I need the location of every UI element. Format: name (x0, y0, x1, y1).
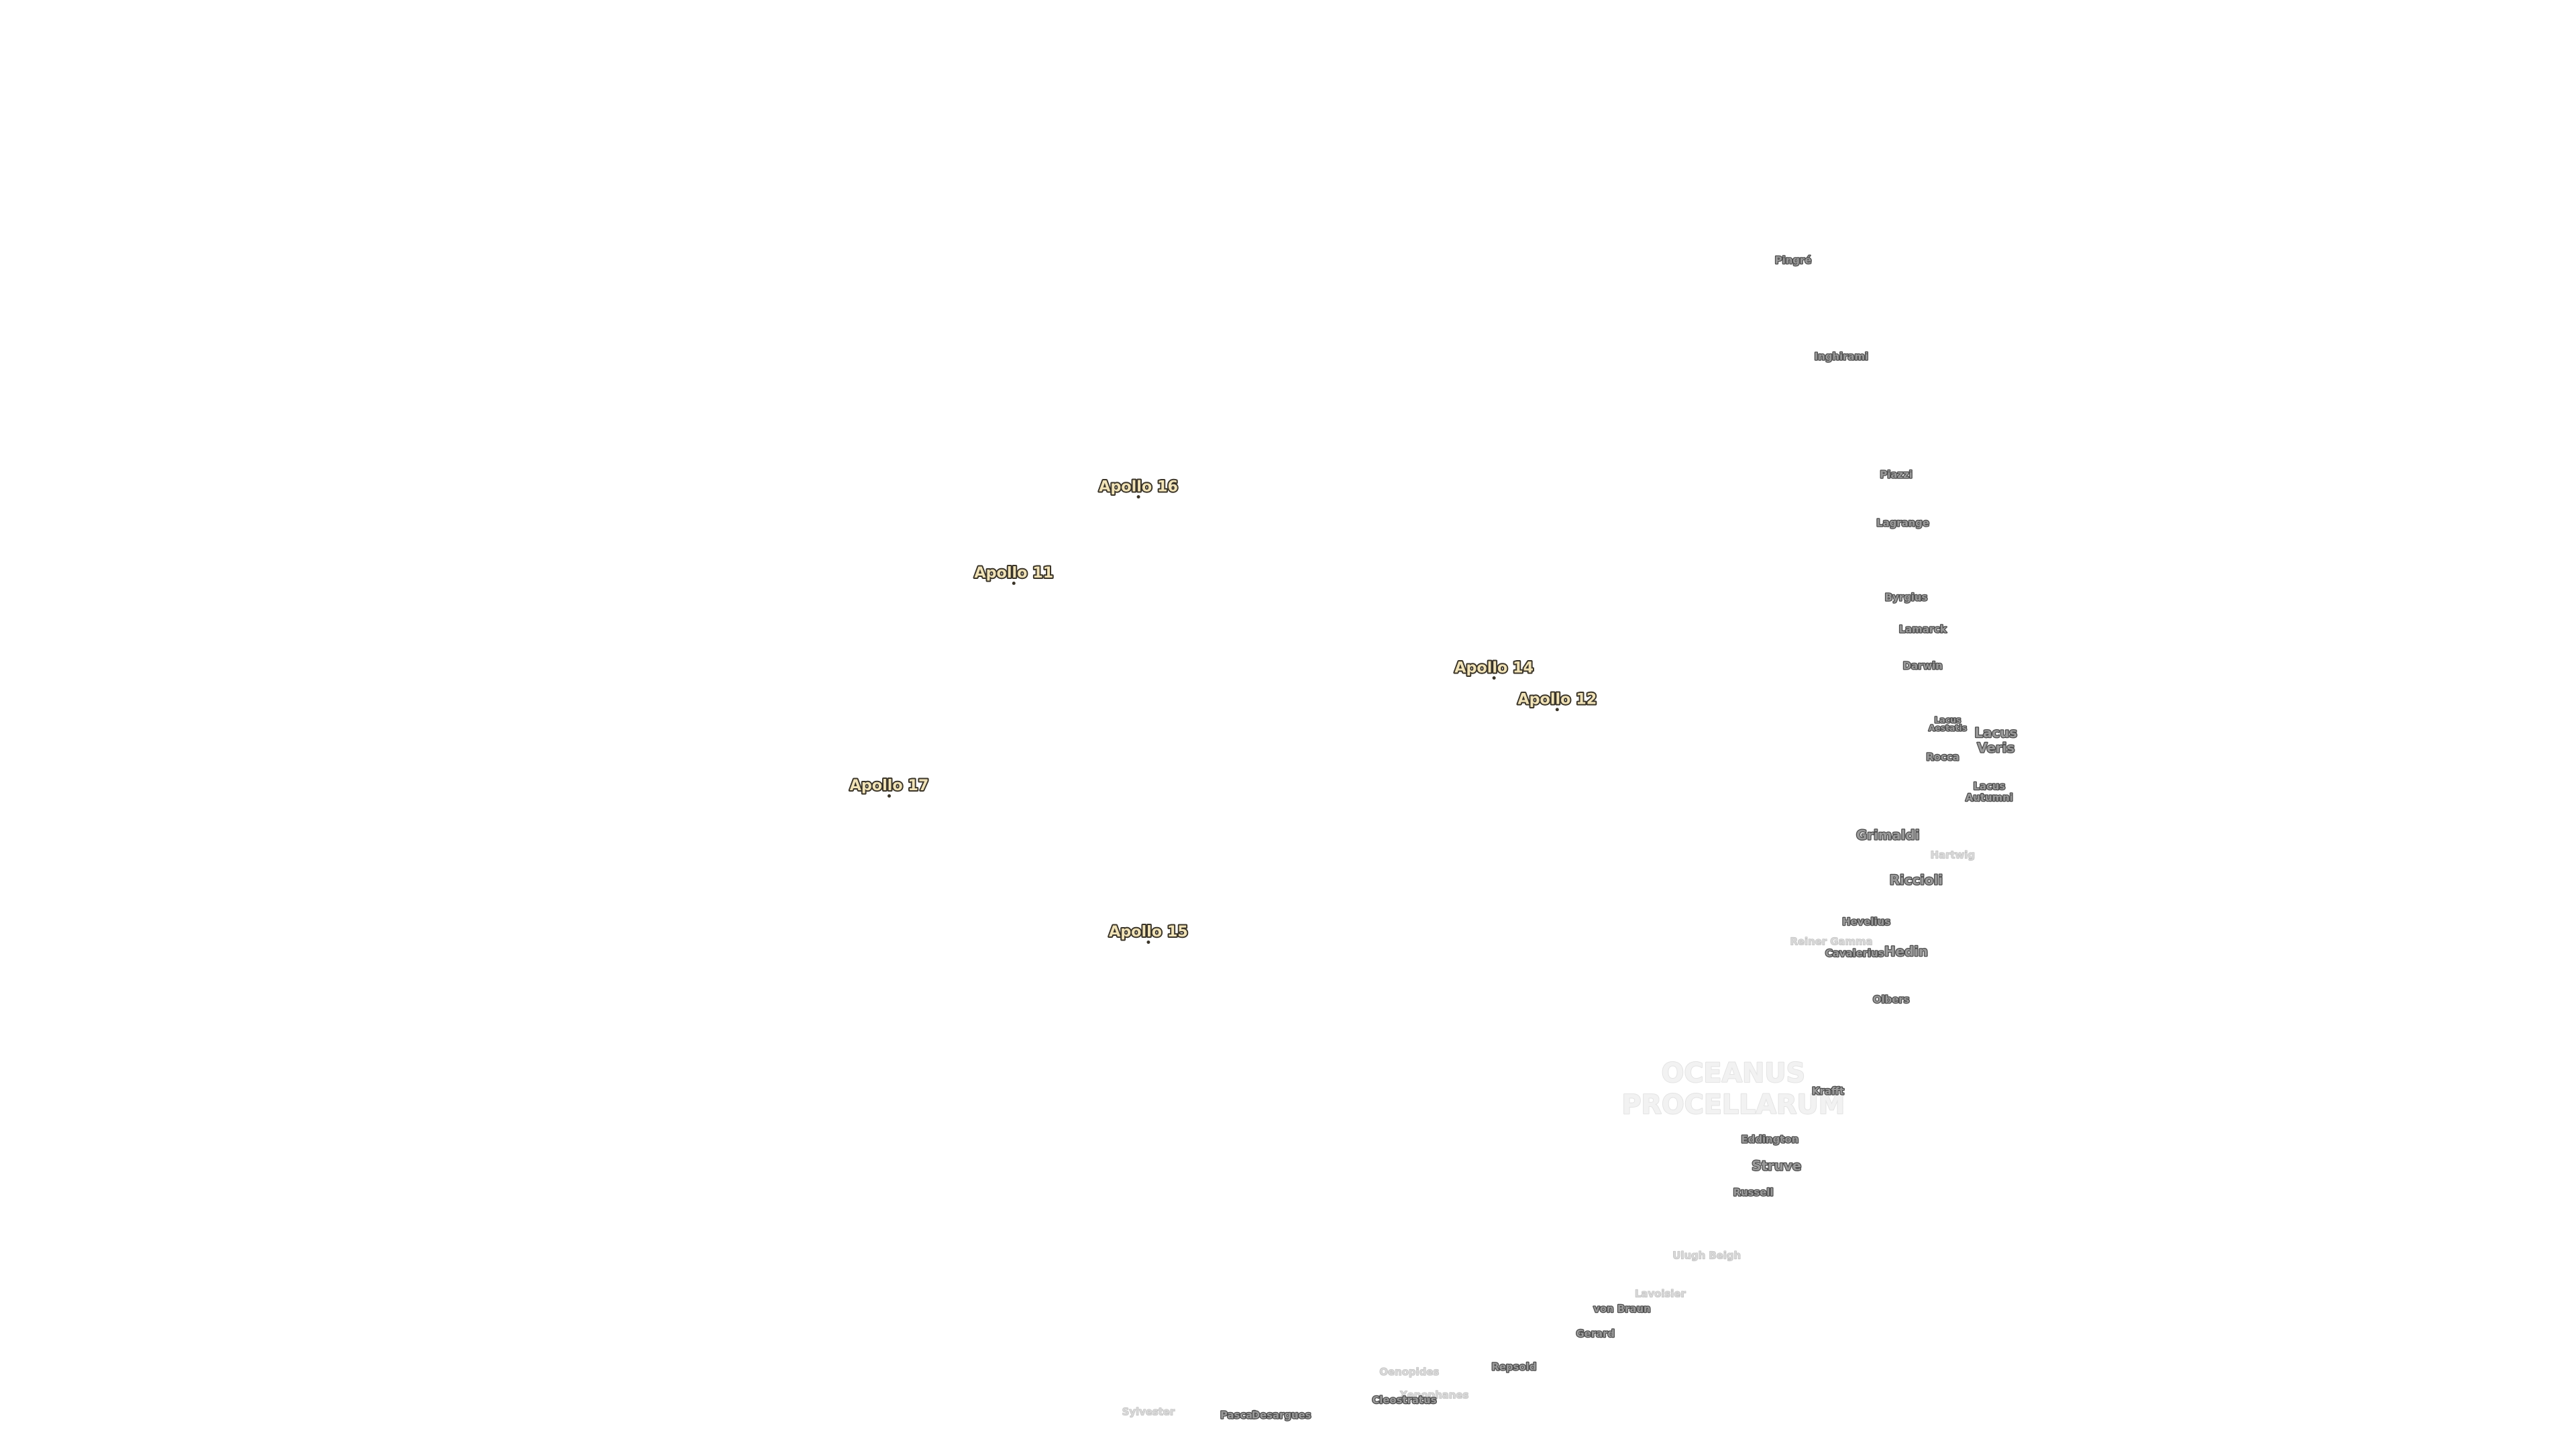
feature-label: Krafft (1812, 1085, 1844, 1097)
landing-site-label: Apollo 15 (1109, 923, 1188, 941)
feature-label: Lacus (1973, 780, 2005, 792)
landing-site-marker (1146, 941, 1150, 944)
feature-label: von Braun (1593, 1303, 1651, 1315)
landing-site-marker (1012, 581, 1016, 585)
landing-site-label: Apollo 17 (850, 777, 929, 794)
feature-label: Pascal (1220, 1409, 1256, 1421)
feature-label: Ulugh Beigh (1672, 1250, 1741, 1262)
feature-label: Hedin (1884, 944, 1928, 959)
feature-label: Sylvester (1122, 1406, 1175, 1418)
landing-site-marker (1136, 495, 1140, 499)
feature-label: Aestatis (1929, 724, 1967, 733)
feature-label: Rocca (1926, 751, 1959, 763)
feature-label: Lamarck (1899, 623, 1947, 635)
feature-label: Inghirami (1815, 351, 1868, 363)
feature-label: Darwin (1903, 659, 1943, 672)
feature-label: Lagrange (1876, 517, 1929, 529)
feature-label: Riccioli (1890, 872, 1943, 888)
feature-label: Xenophanes (1400, 1389, 1469, 1401)
feature-label: Autumni (1966, 792, 2013, 804)
feature-label: Veris (1977, 740, 2015, 755)
feature-label: Cavalerius (1825, 947, 1884, 959)
feature-label: Oenopides (1379, 1366, 1439, 1378)
feature-label: Cleostratus (1372, 1394, 1436, 1406)
feature-label: Grimaldi (1856, 827, 1920, 843)
mare-label: OCEANUS (1662, 1058, 1805, 1089)
feature-label: Byrgius (1885, 592, 1928, 604)
landing-site-label: Apollo 14 (1454, 659, 1534, 676)
mare-label: PROCELLARUM (1622, 1089, 1845, 1120)
feature-label: Eddington (1741, 1133, 1799, 1145)
feature-label: Lavoisier (1635, 1288, 1686, 1300)
feature-label: Lacus (1935, 715, 1962, 724)
feature-label: Russell (1733, 1187, 1774, 1199)
feature-label: Gerard (1576, 1328, 1615, 1340)
landing-site-marker (1555, 708, 1559, 712)
feature-label: Struve (1752, 1158, 1801, 1173)
feature-label: Olbers (1873, 994, 1910, 1006)
feature-label: Pingré (1775, 254, 1812, 266)
feature-label: Hartwig (1931, 849, 1975, 861)
feature-label: Piazzi (1880, 468, 1912, 480)
feature-label: Repsold (1491, 1361, 1536, 1373)
landing-site-label: Apollo 16 (1099, 478, 1178, 495)
landing-site-marker (1492, 676, 1496, 680)
feature-label: Desargues (1252, 1409, 1311, 1421)
feature-label: Lacus (1974, 725, 2017, 741)
landing-site-label: Apollo 11 (974, 564, 1053, 582)
landing-site-label: Apollo 12 (1517, 690, 1597, 708)
feature-label: Reiner Gamma (1790, 935, 1873, 947)
feature-label: Hevelius (1842, 916, 1890, 928)
landing-site-marker (888, 794, 891, 798)
